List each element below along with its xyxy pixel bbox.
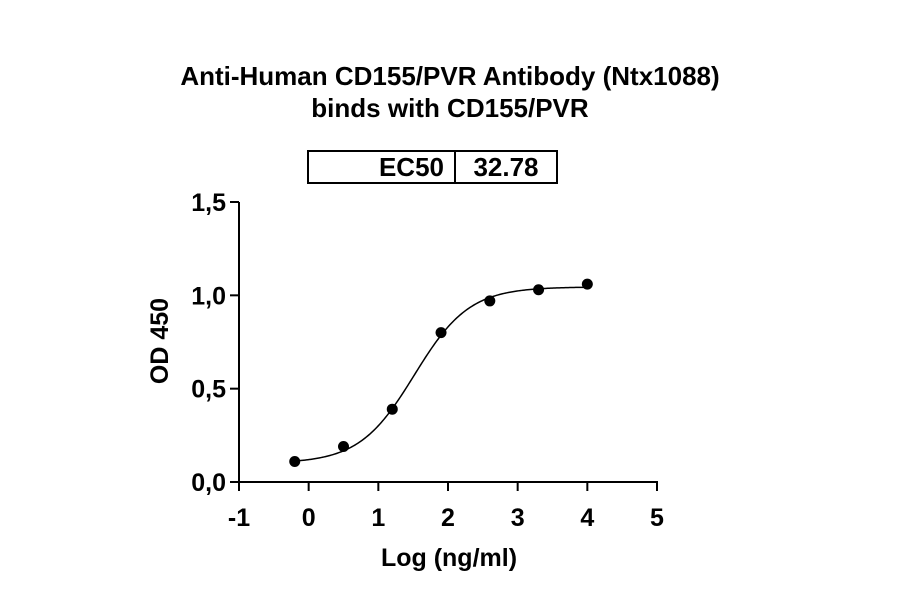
y-axis-title: OD 450	[146, 298, 174, 384]
x-tick-label: 0	[302, 504, 316, 532]
data-point	[338, 441, 349, 453]
data-point	[289, 455, 301, 467]
x-tick-label: 4	[580, 504, 594, 532]
data-point	[581, 278, 593, 290]
x-tick-label: 2	[441, 504, 455, 532]
x-tick-label: 5	[650, 504, 664, 532]
ec50-value: 32.78	[473, 151, 539, 182]
y-tick-label: 0,0	[191, 469, 226, 497]
ec50-label: EC50	[309, 152, 456, 182]
ec50-table: EC50 32.78	[307, 150, 558, 184]
fit-curve	[294, 286, 588, 462]
data-point	[484, 295, 496, 307]
x-tick-label: 3	[511, 504, 525, 532]
y-tick-label: 1,5	[191, 189, 226, 217]
data-point	[533, 284, 545, 296]
chart-axes: -1 0 1 2 3 4 5 0,0 0,5 1,0 1,5	[191, 189, 664, 532]
y-tick-label: 0,5	[191, 376, 226, 404]
chart-subtitle: binds with CD155/PVR	[311, 93, 589, 123]
chart-title: Anti-Human CD155/PVR Antibody (Ntx1088)	[180, 61, 720, 91]
data-point	[386, 403, 398, 415]
x-tick-label: -1	[228, 504, 250, 532]
y-tick-label: 1,0	[191, 282, 226, 310]
x-tick-label: 1	[371, 504, 385, 532]
x-axis-title: Log (ng/ml)	[381, 544, 517, 572]
data-point	[435, 327, 447, 339]
data-points	[289, 278, 593, 467]
